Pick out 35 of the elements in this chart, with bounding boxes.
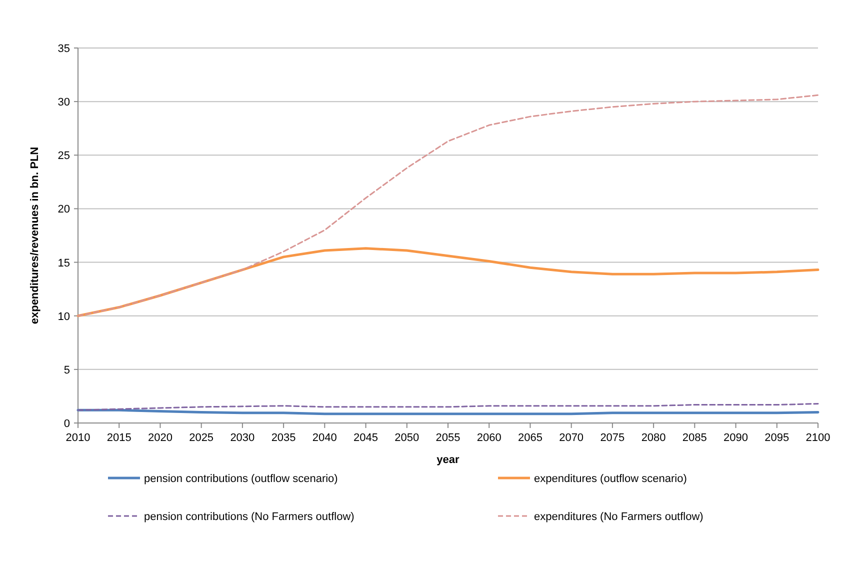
x-tick-label: 2040 — [312, 432, 337, 444]
x-tick-label: 2065 — [518, 432, 542, 444]
y-tick-label: 25 — [58, 150, 70, 162]
x-tick-label: 2055 — [436, 432, 460, 444]
x-tick-label: 2100 — [806, 432, 830, 444]
x-tick-label: 2020 — [148, 432, 172, 444]
x-axis-title: year — [436, 454, 460, 466]
y-axis-title: expenditures/revenues in bn. PLN — [29, 146, 41, 324]
x-tick-label: 2015 — [106, 432, 132, 444]
x-tick-label: 2090 — [724, 432, 748, 444]
x-tick-label: 2085 — [682, 432, 707, 444]
x-tick-label: 2080 — [641, 432, 666, 444]
line-series — [77, 402, 819, 411]
line-series — [77, 94, 819, 317]
y-tick-label: 10 — [58, 310, 70, 323]
x-tick-label: 2060 — [476, 432, 502, 444]
x-tick-label: 2075 — [600, 432, 625, 444]
y-tick-label: 5 — [64, 364, 70, 376]
legend-label: pension contributions (No Farmers outflow) — [144, 511, 354, 523]
legend-label: expenditures (No Farmers outflow) — [534, 511, 704, 523]
legend-label: pension contributions (outflow scenario) — [144, 473, 338, 485]
x-tick-label: 2070 — [559, 432, 584, 444]
y-tick-label: 0 — [64, 418, 70, 430]
y-tick-label: 35 — [58, 43, 70, 55]
x-tick-label: 2035 — [271, 432, 296, 444]
y-tick-label: 30 — [58, 96, 70, 109]
y-tick-label: 20 — [58, 204, 70, 216]
legend-label: expenditures (outflow scenario) — [534, 473, 687, 485]
x-tick-label: 2030 — [230, 432, 255, 444]
x-tick-label: 2010 — [66, 432, 90, 444]
x-tick-label: 2050 — [394, 432, 420, 444]
x-tick-label: 2025 — [189, 432, 214, 444]
x-tick-label: 2045 — [354, 432, 378, 444]
x-tick-label: 2095 — [764, 432, 790, 444]
y-tick-label: 15 — [58, 257, 70, 270]
